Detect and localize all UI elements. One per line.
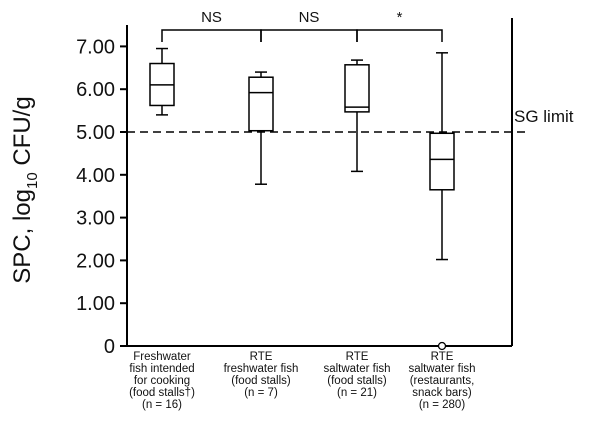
y-tick-label: 1.00 [76, 293, 115, 315]
y-tick-label: 3.00 [76, 208, 115, 230]
significance-label: * [397, 9, 403, 26]
category-label: RTE saltwater fish (restaurants, snack bars… [408, 351, 475, 411]
category-label-line: (food stalls) [327, 375, 387, 387]
y-axis-label-unit: CFU/g [9, 96, 36, 172]
category-label-line: snack bars) [412, 387, 472, 399]
y-axis-label-subscript: 10 [24, 172, 41, 189]
category-label-line: fish intended [129, 363, 194, 375]
y-tick-label: 2.00 [76, 250, 115, 272]
category-label: Freshwater fish intended for cooking (food … [129, 351, 195, 411]
box-iqr [429, 132, 455, 191]
significance-bracket [260, 29, 358, 42]
category-label-line: (restaurants, [410, 375, 475, 387]
category-label-line: (n = 280) [419, 399, 466, 411]
category-label-line: (food stalls) [231, 375, 291, 387]
category-label: RTE saltwater fish (food stalls) (n = 21) [323, 351, 390, 399]
category-label-line: for cooking [134, 375, 190, 387]
category-label-line: (n = 21) [337, 387, 377, 399]
category-label-line: RTE [431, 351, 454, 363]
significance-label: NS [299, 9, 320, 26]
category-label-line: (food stalls†) [129, 387, 195, 399]
y-tick-label: 7.00 [76, 36, 115, 58]
category-label: RTE freshwater fish (food stalls) (n = 7) [224, 351, 299, 399]
y-tick-label: 0 [104, 336, 115, 358]
box-iqr [248, 76, 274, 132]
category-label-line: RTE [346, 351, 369, 363]
significance-bracket [161, 29, 262, 42]
y-tick-label: 6.00 [76, 79, 115, 101]
significance-bracket [356, 29, 443, 42]
category-label-line: freshwater fish [224, 363, 299, 375]
category-label-line: Freshwater [133, 351, 191, 363]
y-axis-label-main: SPC, log [9, 189, 36, 284]
y-tick-label: 4.00 [76, 165, 115, 187]
outlier-point [437, 341, 447, 351]
plot-area: 0 1.00 2.00 3.00 4.00 5.00 6.00 7.00 SG limit Fre… [76, 9, 574, 411]
category-label-line: RTE [250, 351, 273, 363]
y-tick-label: 5.00 [76, 122, 115, 144]
category-label-line: (n = 16) [142, 399, 182, 411]
significance-label: NS [201, 9, 222, 26]
category-label-line: (n = 7) [244, 387, 278, 399]
box-iqr [344, 64, 370, 113]
category-label-line: saltwater fish [408, 363, 475, 375]
y-axis-label: SPC, log10 CFU/g [9, 96, 41, 283]
category-label-line: saltwater fish [323, 363, 390, 375]
sg-limit-label: SG limit [514, 107, 574, 126]
